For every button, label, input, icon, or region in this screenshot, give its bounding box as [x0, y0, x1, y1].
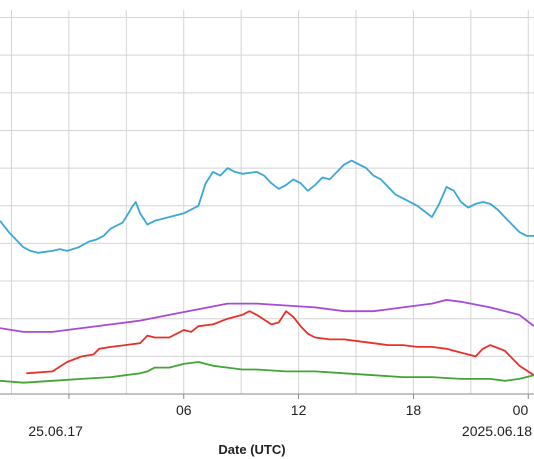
x-tick-label-3: 18 [406, 402, 422, 418]
date-label-1: 2025.06.18 [462, 423, 532, 439]
date-label-0: 25.06.17 [28, 423, 83, 439]
series-line-2 [26, 310, 534, 376]
grid [0, 10, 534, 395]
x-axis: 06 12 18 00 25.06.17 2025.06.18 [0, 393, 534, 439]
series-line-0 [0, 159, 534, 254]
x-tick-label-1: 06 [176, 402, 192, 418]
series-group [0, 159, 534, 384]
x-tick-label-2: 12 [291, 402, 307, 418]
x-axis-label: Date (UTC) [218, 442, 285, 457]
series-line-1 [0, 299, 534, 333]
x-tick-label-4: 00 [513, 402, 529, 418]
series-line-3 [0, 361, 534, 384]
